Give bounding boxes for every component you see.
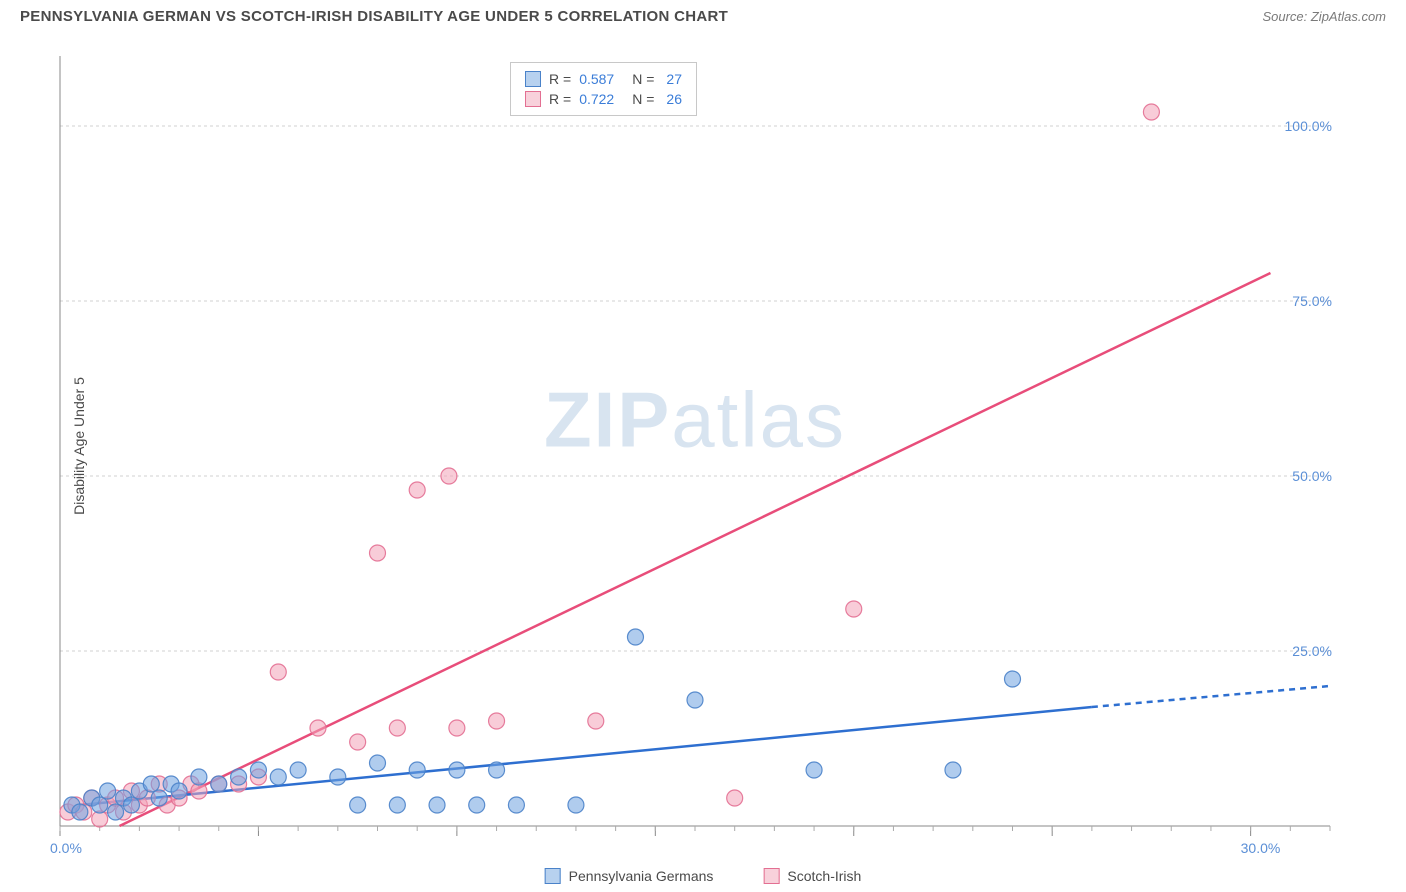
source-credit: Source: ZipAtlas.com [1262, 9, 1386, 24]
n-value-blue: 27 [666, 71, 682, 87]
chart-title: PENNSYLVANIA GERMAN VS SCOTCH-IRISH DISA… [20, 8, 728, 25]
n-label: N = [632, 91, 654, 107]
xtick-label: 0.0% [50, 840, 82, 856]
swatch-pink [525, 91, 541, 107]
swatch-blue [525, 71, 541, 87]
legend-label-blue: Pennsylvania Germans [569, 868, 714, 884]
stats-box: R = 0.587 N = 27 R = 0.722 N = 26 [510, 62, 697, 116]
legend-item-blue: Pennsylvania Germans [545, 868, 714, 884]
stats-row-blue: R = 0.587 N = 27 [525, 69, 682, 89]
legend-swatch-blue [545, 868, 561, 884]
stats-row-pink: R = 0.722 N = 26 [525, 89, 682, 109]
r-label: R = [549, 71, 571, 87]
legend-swatch-pink [763, 868, 779, 884]
r-label: R = [549, 91, 571, 107]
scatter-plot [50, 46, 1340, 836]
ytick-label: 100.0% [1285, 118, 1332, 134]
chart-area: ZIPatlas R = 0.587 N = 27 R = 0.722 N = … [50, 46, 1340, 826]
ytick-label: 50.0% [1292, 468, 1332, 484]
legend-item-pink: Scotch-Irish [763, 868, 861, 884]
ytick-label: 75.0% [1292, 293, 1332, 309]
n-label: N = [632, 71, 654, 87]
r-value-blue: 0.587 [579, 71, 614, 87]
bottom-legend: Pennsylvania Germans Scotch-Irish [545, 868, 862, 884]
xtick-label: 30.0% [1241, 840, 1281, 856]
n-value-pink: 26 [666, 91, 682, 107]
legend-label-pink: Scotch-Irish [787, 868, 861, 884]
ytick-label: 25.0% [1292, 643, 1332, 659]
r-value-pink: 0.722 [579, 91, 614, 107]
